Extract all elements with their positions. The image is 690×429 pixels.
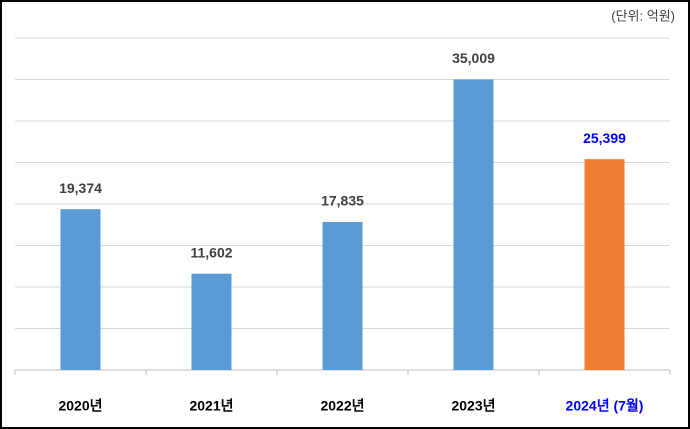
bar [60, 209, 101, 370]
value-label: 19,374 [59, 180, 102, 196]
value-label: 17,835 [321, 193, 364, 209]
value-label: 11,602 [190, 244, 232, 260]
bar [453, 79, 494, 371]
bar [584, 159, 625, 370]
value-label: 35,009 [452, 50, 495, 66]
x-tick-label: 2023년 [451, 398, 495, 414]
bar [322, 221, 363, 370]
x-tick-label: 2021년 [189, 398, 233, 414]
value-label: 25,399 [583, 130, 626, 146]
x-tick-label: 2022년 [320, 398, 364, 414]
x-tick-label: 2024년 (7월) [566, 398, 644, 414]
unit-note: (단위: 억원) [611, 8, 675, 23]
bar [191, 273, 232, 370]
x-tick-label: 2020년 [58, 398, 102, 414]
